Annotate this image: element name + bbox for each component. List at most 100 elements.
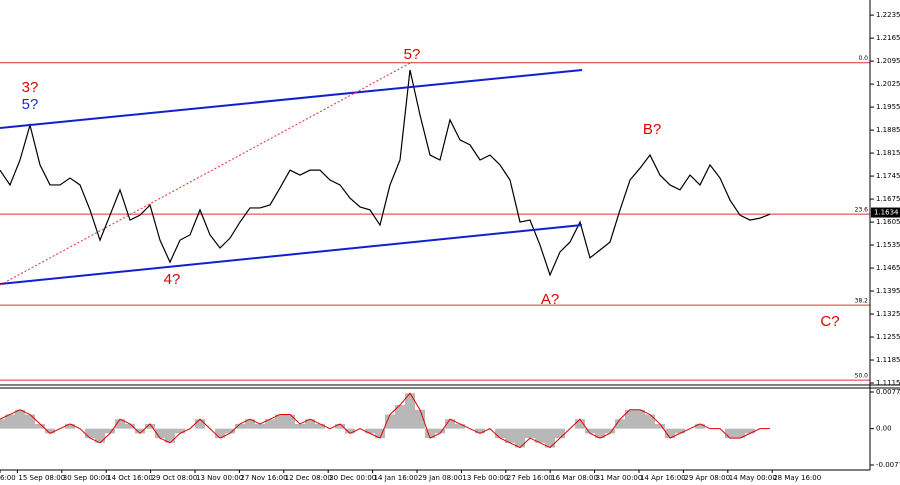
oscillator-bar xyxy=(735,428,745,439)
oscillator-bar xyxy=(135,428,145,434)
wave-label: B? xyxy=(643,121,661,138)
y-tick-label: 1.1255 xyxy=(876,333,900,341)
oscillator-bar xyxy=(435,428,445,434)
x-tick-label: 14 Jan 16:00 xyxy=(374,474,418,482)
y-tick-label: 1.1675 xyxy=(876,195,900,203)
oscillator-bar xyxy=(45,428,55,434)
oscillator-bar xyxy=(365,428,375,434)
oscillator-bar xyxy=(125,423,135,429)
x-tick-label: 13 Nov 00:00 xyxy=(196,474,243,482)
oscillator-bar xyxy=(625,409,635,429)
y-tick-label: 1.2165 xyxy=(876,34,900,42)
oscillator-bar xyxy=(415,409,425,429)
fib-label: 0.0 xyxy=(858,55,868,62)
wave-label: C? xyxy=(820,313,839,330)
oscillator-bar xyxy=(275,414,285,429)
x-tick-label: 15 Sep 08:00 xyxy=(18,474,65,482)
oscillator-bar xyxy=(695,423,705,429)
oscillator-bar xyxy=(25,414,35,429)
oscillator-bar xyxy=(575,419,585,429)
oscillator-bar xyxy=(455,423,465,429)
oscillator-bar xyxy=(385,414,395,429)
x-tick-label: 28 May 16:00 xyxy=(773,474,821,482)
x-tick-label: 13 Feb 00:00 xyxy=(462,474,508,482)
oscillator-bar xyxy=(115,419,125,429)
oscillator-bar xyxy=(655,423,665,429)
oscillator-bar xyxy=(315,423,325,429)
oscillator-bar xyxy=(745,428,755,434)
y-tick-label: 1.1535 xyxy=(876,241,900,249)
oscillator-bar xyxy=(165,428,175,443)
y-tick-label: 0.00 xyxy=(876,425,892,433)
oscillator-bar xyxy=(545,428,555,448)
y-tick-label: 1.1325 xyxy=(876,310,900,318)
x-tick-label: 27 Nov 16:00 xyxy=(240,474,287,482)
oscillator-bar xyxy=(155,428,165,439)
x-tick-label: 12 Dec 08:00 xyxy=(285,474,332,482)
oscillator-bar xyxy=(605,428,615,434)
oscillator-bar xyxy=(675,428,685,434)
signal-line xyxy=(0,392,770,449)
x-tick-label: 30 Dec 00:00 xyxy=(329,474,376,482)
fib-label: 23.6 xyxy=(855,207,869,214)
oscillator-bar xyxy=(335,423,345,429)
oscillator-bar xyxy=(445,419,455,429)
oscillator-bar xyxy=(645,414,655,429)
oscillator-bar xyxy=(615,419,625,429)
oscillator-bar xyxy=(15,409,25,429)
x-tick-label: 29 Jan 08:00 xyxy=(418,474,462,482)
oscillator-bar xyxy=(555,428,565,439)
oscillator-bar xyxy=(105,428,115,434)
y-tick-label: 1.1115 xyxy=(876,379,900,387)
y-tick-label: 1.1815 xyxy=(876,149,900,157)
price-line xyxy=(0,69,771,277)
y-tick-label: 1.1955 xyxy=(876,103,900,111)
x-tick-label: 16 Mar 08:00 xyxy=(551,474,598,482)
oscillator-bar xyxy=(375,428,385,439)
fib-label: 50.0 xyxy=(855,373,869,380)
x-tick-label: 29 Apr 08:00 xyxy=(684,474,730,482)
oscillator-bar xyxy=(425,428,435,439)
oscillator-bar xyxy=(235,423,245,429)
x-tick-label: 14 Oct 16:00 xyxy=(107,474,153,482)
x-tick-label: 6:00 xyxy=(0,474,16,482)
y-tick-label: 1.1885 xyxy=(876,126,900,134)
y-tick-label: 0.00776 xyxy=(876,388,900,396)
oscillator-bar xyxy=(265,419,275,429)
wave-label: 4? xyxy=(164,271,181,288)
oscillator-bar xyxy=(305,419,315,429)
y-tick-label: 1.1605 xyxy=(876,218,900,226)
oscillator-bar xyxy=(725,428,735,439)
oscillator-bar xyxy=(225,428,235,434)
oscillator-bar xyxy=(145,423,155,429)
wave-label: A? xyxy=(541,291,559,308)
y-tick-label: 1.2235 xyxy=(876,11,900,19)
oscillator-bar xyxy=(535,428,545,443)
oscillator-bar xyxy=(345,428,355,434)
channel-line xyxy=(0,69,583,129)
fib-label: 38.2 xyxy=(855,298,869,305)
x-tick-label: 31 Mar 00:00 xyxy=(596,474,643,482)
oscillator-bar xyxy=(35,423,45,429)
oscillator-bar xyxy=(475,428,485,434)
oscillator-bar xyxy=(255,423,265,429)
oscillator-bar xyxy=(285,414,295,429)
y-tick-label: 1.1395 xyxy=(876,287,900,295)
wave-label: 5? xyxy=(22,96,39,113)
oscillator-bar xyxy=(515,428,525,448)
price-label: 1.1634 xyxy=(874,209,899,217)
oscillator-bar xyxy=(95,428,105,443)
oscillator-bar xyxy=(405,393,415,429)
oscillator-bar xyxy=(175,428,185,434)
oscillator-bar xyxy=(395,405,405,429)
oscillator-bar xyxy=(495,428,505,439)
x-tick-label: 29 Oct 08:00 xyxy=(152,474,198,482)
y-tick-label: 1.2095 xyxy=(876,57,900,65)
oscillator-bar xyxy=(195,419,205,429)
oscillator-bar xyxy=(505,428,515,443)
oscillator-bar xyxy=(665,428,675,439)
y-tick-label: 1.1465 xyxy=(876,264,900,272)
x-tick-label: 27 Feb 16:00 xyxy=(507,474,553,482)
